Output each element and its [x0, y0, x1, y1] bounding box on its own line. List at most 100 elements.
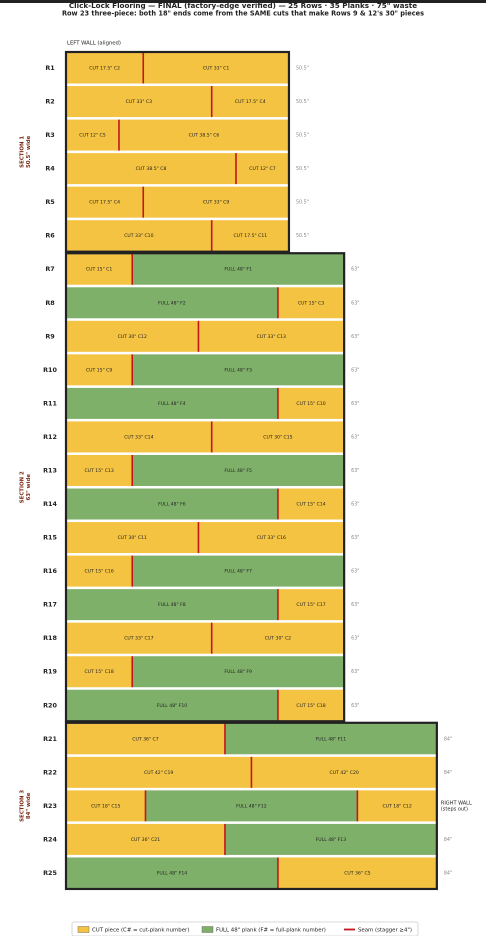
plank-piece — [277, 689, 345, 721]
piece-label: FULL 48" F6 — [158, 502, 186, 508]
row-label: R15 — [43, 534, 57, 542]
piece-label: CUT 18" C15 — [91, 803, 120, 809]
row-label: R12 — [43, 433, 57, 441]
plank-piece — [132, 354, 345, 386]
row-width-label: 63" — [351, 334, 359, 340]
plank-piece — [277, 387, 345, 419]
piece-label: CUT 30" C15 — [263, 434, 292, 440]
plank-piece — [66, 555, 133, 587]
row-label: R9 — [45, 332, 55, 340]
section-outline — [64, 252, 346, 723]
top-bar — [0, 0, 486, 3]
row-width-label: 63" — [351, 602, 359, 608]
plank-piece — [66, 153, 236, 185]
plank-piece — [132, 454, 345, 486]
row-label: R24 — [43, 835, 57, 843]
plank-piece — [277, 287, 345, 319]
plank-piece — [66, 253, 133, 285]
plank-piece — [66, 320, 199, 352]
plank-piece — [66, 723, 225, 755]
section-subtitle: 84" wide — [26, 792, 32, 819]
plank-piece — [118, 119, 289, 151]
plank-piece — [143, 186, 289, 218]
plank-piece — [66, 354, 133, 386]
legend-label: Seam (stagger ≥4") — [358, 928, 412, 934]
piece-label: CUT 15" C17 — [296, 602, 325, 608]
row-label: R20 — [43, 701, 57, 709]
plank-piece — [66, 488, 278, 520]
plank-piece — [66, 454, 133, 486]
section-title: SECTION 2 — [20, 471, 26, 503]
plank-piece — [66, 756, 252, 788]
piece-label: CUT 12" C5 — [79, 133, 105, 139]
row-width-label: 63" — [351, 300, 359, 306]
plank-piece — [66, 790, 146, 822]
piece-label: FULL 48" F7 — [224, 569, 252, 575]
row-width-label: 50.5" — [296, 66, 309, 72]
row-width-label: 84" — [444, 870, 452, 876]
plank-piece — [66, 857, 278, 889]
piece-label: CUT 17.5" C4 — [89, 200, 120, 206]
piece-label: FULL 48" F1 — [224, 267, 252, 273]
plank-piece — [132, 555, 345, 587]
plank-piece — [66, 86, 212, 118]
piece-label: FULL 48" F13 — [316, 837, 347, 843]
piece-label: CUT 15" C18 — [84, 669, 113, 675]
section-title: SECTION 1 — [20, 136, 26, 168]
piece-label: FULL 48" F10 — [157, 703, 188, 709]
piece-label: CUT 15" C16 — [84, 569, 113, 575]
piece-label: CUT 15" C9 — [86, 367, 112, 373]
row-width-label: 63" — [351, 434, 359, 440]
piece-label: CUT 15" C14 — [296, 502, 325, 508]
row-width-label: 63" — [351, 569, 359, 575]
plank-piece — [66, 52, 144, 84]
row-label: R2 — [45, 98, 54, 106]
piece-label: CUT 33" C3 — [126, 99, 152, 105]
subtitle: Row 23 three-piece: both 18" ends come f… — [62, 10, 424, 18]
row-label: R3 — [45, 131, 54, 139]
piece-label: FULL 48" F9 — [224, 669, 252, 675]
row-width-label: 63" — [351, 636, 359, 642]
plank-piece — [211, 421, 345, 453]
plank-piece — [66, 287, 278, 319]
piece-label: CUT 42" C19 — [144, 770, 173, 776]
plank-piece — [198, 320, 345, 352]
piece-label: CUT 36" C5 — [344, 870, 370, 876]
piece-label: FULL 48" F14 — [157, 870, 188, 876]
plank-piece — [211, 86, 289, 118]
plank-piece — [143, 52, 289, 84]
piece-label: FULL 48" F5 — [224, 468, 252, 474]
plank-piece — [224, 823, 437, 855]
row-label: R19 — [43, 668, 57, 676]
row-label: R8 — [45, 299, 55, 307]
row-label: R25 — [43, 869, 57, 877]
piece-label: FULL 48" F8 — [158, 602, 186, 608]
plank-piece — [277, 488, 345, 520]
piece-label: FULL 48" F3 — [224, 367, 252, 373]
piece-label: CUT 30" C2 — [265, 636, 291, 642]
row-width-label: 50.5" — [296, 133, 309, 139]
piece-label: CUT 33" C1 — [203, 66, 229, 72]
plank-piece — [198, 522, 345, 554]
row-width-label: 50.5" — [296, 166, 309, 172]
piece-label: FULL 48" F12 — [236, 803, 267, 809]
row-width-label: 63" — [351, 703, 359, 709]
row-width-label: 63" — [351, 367, 359, 373]
section-title: SECTION 3 — [20, 790, 26, 822]
piece-label: CUT 12" C7 — [249, 166, 275, 172]
row-label: R6 — [45, 232, 55, 240]
piece-label: CUT 36" C21 — [131, 837, 160, 843]
legend-swatch — [201, 926, 214, 933]
piece-label: CUT 38.5" C8 — [136, 166, 167, 172]
title: Click-Lock Flooring — FINAL (factory-edg… — [69, 1, 417, 10]
piece-label: CUT 17.5" C2 — [89, 66, 120, 72]
row-label: R22 — [43, 768, 57, 776]
piece-label: CUT 33" C17 — [124, 636, 153, 642]
row-width-label: 63" — [351, 267, 359, 273]
legend-swatch — [77, 926, 90, 933]
row-width-label: 50.5" — [296, 99, 309, 105]
plank-piece — [66, 689, 278, 721]
row-width-label: 50.5" — [296, 233, 309, 239]
plank-piece — [66, 220, 212, 252]
